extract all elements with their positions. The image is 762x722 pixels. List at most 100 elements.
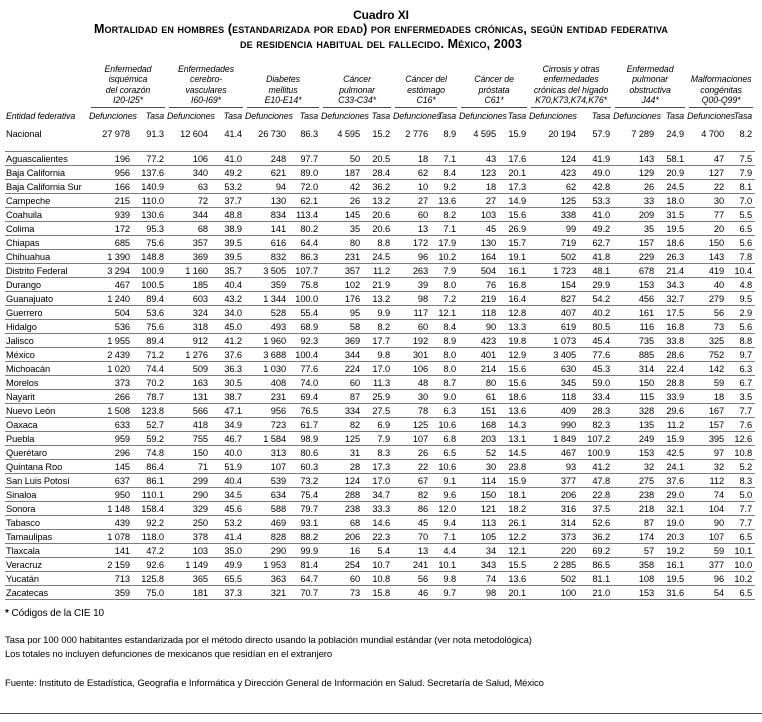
cell: 39.5 xyxy=(211,248,246,264)
cell: 181 xyxy=(167,584,211,600)
cell: 50 xyxy=(321,150,364,166)
cell: 329 xyxy=(167,500,211,516)
cell: 250 xyxy=(167,514,211,530)
cell: 423 xyxy=(529,164,580,180)
cell: 314 xyxy=(529,514,580,530)
cell: 359 xyxy=(245,276,290,292)
cell: 377 xyxy=(687,556,728,572)
icd-code-label: E10-E14* xyxy=(264,95,302,106)
cell: 1 960 xyxy=(245,332,290,348)
cell: 49.0 xyxy=(579,164,614,180)
cell: 16 xyxy=(321,542,364,558)
cell: 94 xyxy=(245,178,290,194)
cell: 72 xyxy=(167,192,211,208)
cell: 74 xyxy=(687,486,728,502)
cell: 86.5 xyxy=(579,556,614,572)
cell: 17.0 xyxy=(363,360,394,376)
cell: 68 xyxy=(321,514,364,530)
cell: 885 xyxy=(613,346,658,362)
cell: 1 584 xyxy=(245,430,290,446)
cell: 100 xyxy=(529,584,580,600)
cell: 57.9 xyxy=(592,128,611,139)
cell: 11.3 xyxy=(363,374,394,390)
cell: 1 390 xyxy=(89,248,133,264)
cell: 959 xyxy=(89,430,133,446)
cell: 1 508 xyxy=(89,402,133,418)
cell: 13.2 xyxy=(363,192,394,208)
row-label: Sonora xyxy=(5,500,89,516)
cell: 141 xyxy=(89,542,133,558)
cell: 6.5 xyxy=(727,528,756,544)
cell: 28 xyxy=(321,458,364,474)
cell: 912 xyxy=(167,332,211,348)
cell: 13 xyxy=(393,542,432,558)
table-number-title: Cuadro XI xyxy=(353,8,409,22)
cell: 423 xyxy=(459,332,500,348)
row-label: Baja California Sur xyxy=(5,178,89,194)
column-group-header: Malformaciones congénitas Q00-Q99* xyxy=(687,64,755,108)
cell: 93.1 xyxy=(289,514,322,530)
cell: 69.4 xyxy=(289,388,322,404)
cell: 154 xyxy=(529,276,580,292)
cell: 18 xyxy=(687,388,728,404)
cell: 10.6 xyxy=(431,458,460,474)
cell: 7.2 xyxy=(431,290,460,306)
cell: 42 xyxy=(321,178,364,194)
cell: 53.3 xyxy=(579,192,614,208)
cell: 145 xyxy=(89,458,133,474)
cell: 123 xyxy=(459,164,500,180)
table-row: Querétaro 296 74.8 150 40.0 313 80.6 31 8.3 26 6.5… xyxy=(5,444,756,460)
cell: 12.1 xyxy=(499,542,530,558)
cell: 321 xyxy=(245,584,290,600)
column-group-header: Cáncer de próstata C61* xyxy=(459,64,529,108)
cell: 357 xyxy=(167,234,211,250)
cell: 359 xyxy=(89,584,133,600)
cell: 163 xyxy=(167,374,211,390)
cell: 5.5 xyxy=(727,206,756,222)
cell: 36.2 xyxy=(363,178,394,194)
footnote-totals-note: Los totales no incluyen defunciones de m… xyxy=(5,649,333,660)
sub-header-tasa: Tasa xyxy=(507,110,527,121)
sub-header-defunciones: Defunciones xyxy=(89,110,137,121)
cell: 30.5 xyxy=(211,374,246,390)
cell: 65.5 xyxy=(211,570,246,586)
cell: 5.2 xyxy=(727,458,756,474)
table-header: Enfermedad isquémica del corazón I20-I25* En… xyxy=(5,64,755,124)
cell: 118 xyxy=(529,388,580,404)
cell: 4.4 xyxy=(431,542,460,558)
cell: 15.6 xyxy=(499,374,530,390)
table-row: San Luis Potosí 637 86.1 299 40.4 539 73.2 124 1… xyxy=(5,472,756,488)
cell: 10.2 xyxy=(727,570,756,586)
cell: 509 xyxy=(167,360,211,376)
cell: 9.9 xyxy=(363,304,394,320)
cell: 125 xyxy=(321,430,364,446)
cell: 16.1 xyxy=(499,262,530,278)
cell: 96 xyxy=(687,570,728,586)
cell: 56 xyxy=(393,570,432,586)
sub-header-defunciones: Defunciones xyxy=(529,110,577,121)
cell: 172 xyxy=(393,234,432,250)
cell: 7.9 xyxy=(727,164,756,180)
row-label: Puebla xyxy=(5,430,89,446)
icd-code-label: I60-I69* xyxy=(191,95,222,106)
cell: 100.9 xyxy=(579,444,614,460)
cell: 241 xyxy=(393,556,432,572)
cell: 214 xyxy=(459,360,500,376)
cell: 53.6 xyxy=(133,304,167,320)
cell: 104 xyxy=(687,500,728,516)
cell: 504 xyxy=(89,304,133,320)
cell: 407 xyxy=(529,304,580,320)
cell: 124 xyxy=(321,472,364,488)
cell: 4 595 xyxy=(337,128,361,139)
cell: 4 595 xyxy=(473,128,497,139)
cell: 719 xyxy=(529,234,580,250)
cell: 1 953 xyxy=(245,556,290,572)
cell: 31 xyxy=(321,444,364,460)
cell: 60 xyxy=(393,206,432,222)
cell: 1 030 xyxy=(245,360,290,376)
cell: 325 xyxy=(687,332,728,348)
cell: 47.2 xyxy=(133,542,167,558)
cell: 755 xyxy=(167,430,211,446)
cell: 89.4 xyxy=(133,332,167,348)
